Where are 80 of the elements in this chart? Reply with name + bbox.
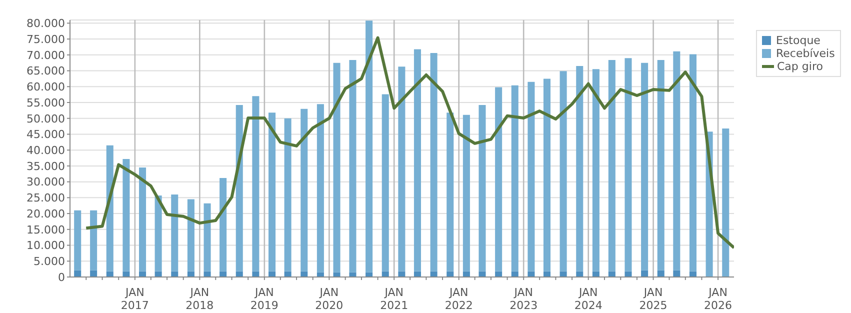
bar <box>349 272 356 277</box>
bar <box>673 270 680 277</box>
bar <box>284 118 292 272</box>
x-tick-label: JAN 2022 <box>444 286 473 312</box>
x-tick-label: JAN 2017 <box>120 286 149 312</box>
x-tick-label: JAN 2019 <box>250 286 278 312</box>
y-tick-label: 40.000 <box>26 144 65 157</box>
bar <box>446 112 454 272</box>
y-tick-label: 20.000 <box>26 207 65 220</box>
bar <box>316 104 324 272</box>
bar <box>204 203 211 272</box>
bar <box>90 210 98 270</box>
bar <box>462 114 470 272</box>
bar <box>495 87 502 272</box>
bar <box>90 270 98 277</box>
bar <box>511 85 518 272</box>
y-tick-label: 0 <box>58 270 65 284</box>
bar <box>398 66 406 272</box>
bar <box>608 60 616 272</box>
y-tick-label: 70.000 <box>26 48 65 62</box>
bar <box>657 60 664 270</box>
x-tick-label: JAN 2025 <box>639 286 668 312</box>
y-tick-label: 10.000 <box>26 239 65 252</box>
legend-label: Cap giro <box>777 60 823 73</box>
y-tick-label: 45.000 <box>26 128 65 142</box>
x-tick-label: JAN 2026 <box>704 286 732 312</box>
bar <box>722 128 730 277</box>
bar <box>236 105 243 272</box>
x-tick-label: JAN 2018 <box>186 286 214 312</box>
bar <box>478 105 486 272</box>
y-tick-label: 80.000 <box>26 17 65 30</box>
y-tick-label: 65.000 <box>26 64 65 78</box>
y-tick-label: 35.000 <box>26 160 65 173</box>
bar <box>106 145 114 272</box>
y-tick-label: 60.000 <box>26 80 65 94</box>
y-tick-label: 30.000 <box>26 176 65 189</box>
bar <box>187 199 194 272</box>
y-tick-label: 50.000 <box>26 112 65 126</box>
x-tick-label: JAN 2020 <box>315 286 344 312</box>
bar <box>560 71 567 272</box>
y-tick-label: 5.000 <box>34 255 65 268</box>
bar <box>576 66 584 272</box>
bar <box>592 69 600 272</box>
bar <box>300 108 308 272</box>
bar <box>122 158 130 272</box>
bar <box>624 58 632 272</box>
bar <box>689 54 696 272</box>
bar <box>430 53 438 272</box>
bar <box>528 82 535 272</box>
bar <box>657 270 664 277</box>
bar <box>673 51 680 270</box>
bar <box>74 210 82 270</box>
bar <box>139 168 146 272</box>
bar <box>333 62 340 272</box>
bar <box>333 272 340 277</box>
bar <box>154 195 162 272</box>
bar <box>252 96 260 272</box>
y-tick-label: 55.000 <box>26 96 65 110</box>
bar <box>543 78 550 272</box>
bar <box>349 60 356 272</box>
bar <box>414 49 421 272</box>
y-tick-label: 25.000 <box>26 192 65 205</box>
legend-label: Estoque <box>776 34 820 47</box>
x-tick-label: JAN 2021 <box>380 286 408 312</box>
legend-label: Recebíveis <box>776 47 835 60</box>
x-tick-label: JAN 2023 <box>510 286 538 312</box>
x-tick-label: JAN 2024 <box>574 286 602 312</box>
bar <box>382 94 389 272</box>
bar <box>641 270 648 277</box>
bar <box>268 112 276 272</box>
bar <box>74 270 82 277</box>
bar <box>171 194 178 272</box>
line-series <box>84 36 734 250</box>
bar <box>641 62 648 270</box>
bar <box>316 272 324 277</box>
y-tick-label: 15.000 <box>26 223 65 236</box>
bar <box>366 272 373 277</box>
y-tick-label: 75.000 <box>26 32 65 46</box>
bar <box>366 20 373 272</box>
bar <box>220 178 227 272</box>
